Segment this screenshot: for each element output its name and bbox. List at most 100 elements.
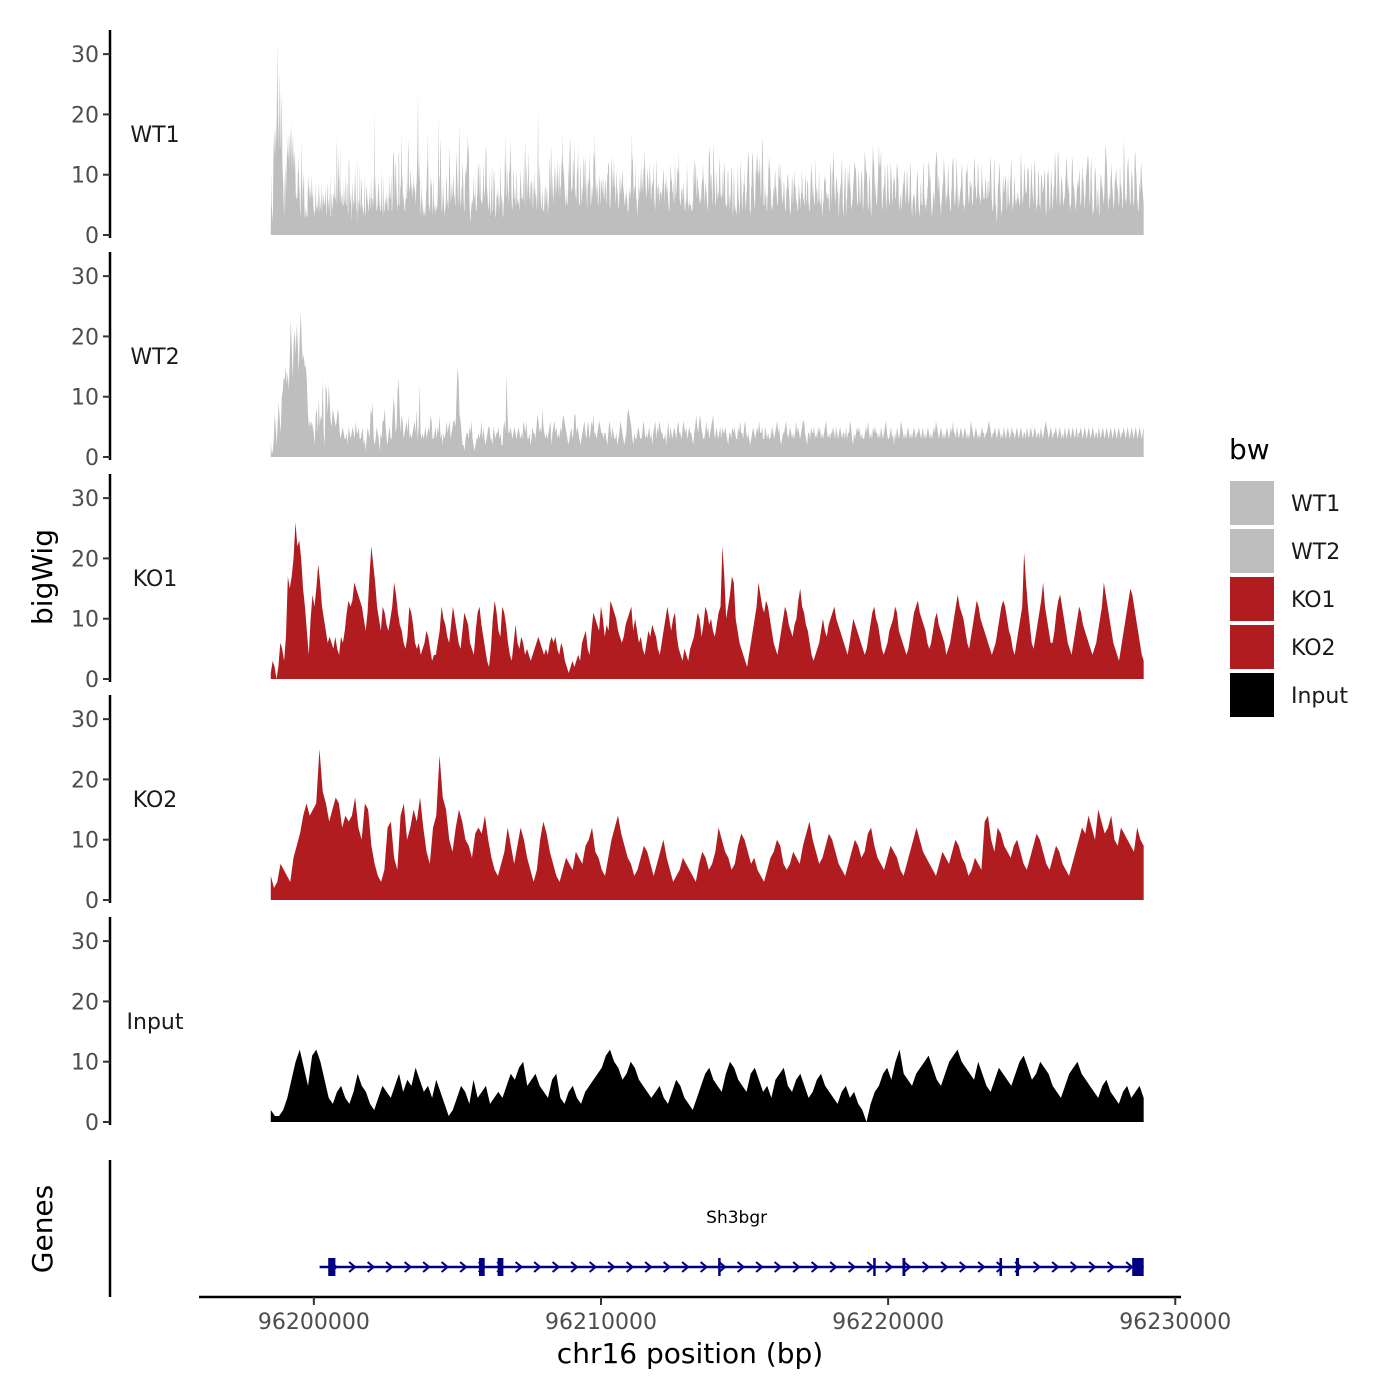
strand-arrow bbox=[403, 1261, 413, 1273]
y-tick-label: 0 bbox=[85, 889, 99, 914]
strand-arrow bbox=[625, 1261, 635, 1273]
y-tick-label: 0 bbox=[85, 1111, 99, 1136]
strand-arrow bbox=[847, 1261, 857, 1273]
y-tick-label: 20 bbox=[71, 990, 99, 1015]
strand-arrow bbox=[1051, 1261, 1060, 1273]
strand-arrow bbox=[1032, 1261, 1042, 1273]
signal-area-ko2 bbox=[270, 749, 1144, 900]
track-input: 0 10 20 30 Input bbox=[71, 917, 1144, 1136]
strand-arrow bbox=[977, 1261, 986, 1273]
gene-track-title: Genes bbox=[26, 1185, 59, 1273]
legend: bw WT1 WT2 KO1 KO2 Input bbox=[1228, 433, 1348, 719]
strand-arrow bbox=[570, 1261, 579, 1273]
y-tick-label: 30 bbox=[71, 487, 99, 512]
x-tick-label: 96230000 bbox=[1119, 1310, 1231, 1335]
strand-arrow bbox=[829, 1261, 838, 1273]
strand-arrow bbox=[607, 1261, 616, 1273]
x-tick-label: 96210000 bbox=[545, 1310, 657, 1335]
y-tick-label: 0 bbox=[85, 668, 99, 693]
strand-arrow bbox=[440, 1261, 450, 1273]
y-tick-label: 10 bbox=[71, 608, 99, 633]
y-tick-label: 20 bbox=[71, 325, 99, 350]
gene-exon bbox=[478, 1258, 485, 1276]
y-tick-label: 30 bbox=[71, 265, 99, 290]
y-tick-label: 0 bbox=[85, 446, 99, 471]
y-tick-label: 10 bbox=[71, 164, 99, 189]
signal-tracks: 0 10 20 30 WT1 0 10 20 30 WT2 0 10 20 30 KO1 0 10 20 30 KO2… bbox=[71, 30, 1144, 1136]
gene-exon bbox=[999, 1258, 1003, 1276]
y-tick-label: 20 bbox=[71, 768, 99, 793]
strand-arrow bbox=[385, 1261, 394, 1273]
legend-title: bw bbox=[1229, 433, 1270, 466]
signal-area-wt1 bbox=[270, 42, 1144, 236]
y-tick-label: 10 bbox=[71, 1051, 99, 1076]
signal-area-input bbox=[270, 1049, 1144, 1122]
track-label: Input bbox=[127, 1010, 184, 1035]
strand-arrow bbox=[810, 1261, 820, 1273]
strand-arrow bbox=[792, 1261, 801, 1273]
strand-arrow bbox=[1088, 1261, 1097, 1273]
strand-arrow bbox=[533, 1261, 542, 1273]
gene-exon bbox=[1015, 1258, 1020, 1276]
strand-arrow bbox=[588, 1261, 598, 1273]
strand-arrow bbox=[1069, 1261, 1079, 1273]
gene-name-label: Sh3bgr bbox=[706, 1208, 767, 1228]
gene-exon bbox=[873, 1258, 876, 1276]
x-tick-label: 96220000 bbox=[832, 1310, 944, 1335]
strand-arrow bbox=[736, 1261, 746, 1273]
strand-arrow bbox=[773, 1261, 783, 1273]
strand-arrow bbox=[995, 1261, 1005, 1273]
track-label: WT1 bbox=[130, 123, 179, 148]
legend-key-ko1 bbox=[1228, 575, 1276, 623]
strand-arrow bbox=[348, 1261, 357, 1273]
legend-key-wt1 bbox=[1228, 479, 1276, 527]
gene-track: Sh3bgr bbox=[108, 1160, 1144, 1297]
gene-exon bbox=[1132, 1258, 1144, 1276]
strand-arrow bbox=[1125, 1261, 1134, 1273]
y-tick-label: 20 bbox=[71, 103, 99, 128]
strand-arrow bbox=[1106, 1261, 1116, 1273]
gene-exon bbox=[328, 1258, 336, 1276]
legend-label-wt2: WT2 bbox=[1291, 540, 1340, 565]
track-label: KO2 bbox=[133, 788, 178, 813]
y-tick-label: 30 bbox=[71, 930, 99, 955]
y-tick-label: 20 bbox=[71, 547, 99, 572]
strand-arrow bbox=[514, 1261, 524, 1273]
strand-arrow bbox=[866, 1261, 875, 1273]
strand-arrow bbox=[921, 1261, 931, 1273]
track-wt1: 0 10 20 30 WT1 bbox=[71, 30, 1144, 249]
y-tick-label: 30 bbox=[71, 708, 99, 733]
legend-key-input bbox=[1228, 671, 1276, 719]
strand-arrow bbox=[422, 1261, 431, 1273]
strand-arrow bbox=[366, 1261, 376, 1273]
legend-label-ko1: KO1 bbox=[1291, 588, 1336, 613]
strand-arrow bbox=[662, 1261, 672, 1273]
legend-label-ko2: KO2 bbox=[1291, 636, 1336, 661]
y-tick-label: 10 bbox=[71, 829, 99, 854]
strand-arrow bbox=[755, 1261, 764, 1273]
legend-key-ko2 bbox=[1228, 623, 1276, 671]
gene-exon bbox=[497, 1258, 504, 1276]
track-ko1: 0 10 20 30 KO1 bbox=[71, 474, 1144, 693]
strand-arrow bbox=[958, 1261, 968, 1273]
x-tick-label: 96200000 bbox=[258, 1310, 370, 1335]
legend-key-wt2 bbox=[1228, 527, 1276, 575]
y-tick-label: 30 bbox=[71, 43, 99, 68]
strand-arrow bbox=[718, 1261, 727, 1273]
y-tick-label: 10 bbox=[71, 386, 99, 411]
track-wt2: 0 10 20 30 WT2 bbox=[71, 252, 1144, 471]
strand-arrow bbox=[459, 1261, 468, 1273]
y-axis-title: bigWig bbox=[26, 529, 59, 625]
strand-arrow bbox=[884, 1261, 894, 1273]
legend-label-input: Input bbox=[1291, 684, 1348, 709]
strand-arrow bbox=[681, 1261, 690, 1273]
strand-arrow bbox=[940, 1261, 949, 1273]
signal-area-wt2 bbox=[270, 312, 1144, 457]
signal-area-ko1 bbox=[270, 522, 1144, 679]
x-axis: 96200000 96210000 96220000 96230000 chr16 po… bbox=[199, 1295, 1231, 1370]
gene-exon bbox=[718, 1258, 721, 1276]
strand-arrow bbox=[903, 1261, 912, 1273]
x-axis-title: chr16 position (bp) bbox=[557, 1337, 823, 1370]
legend-label-wt1: WT1 bbox=[1291, 492, 1340, 517]
